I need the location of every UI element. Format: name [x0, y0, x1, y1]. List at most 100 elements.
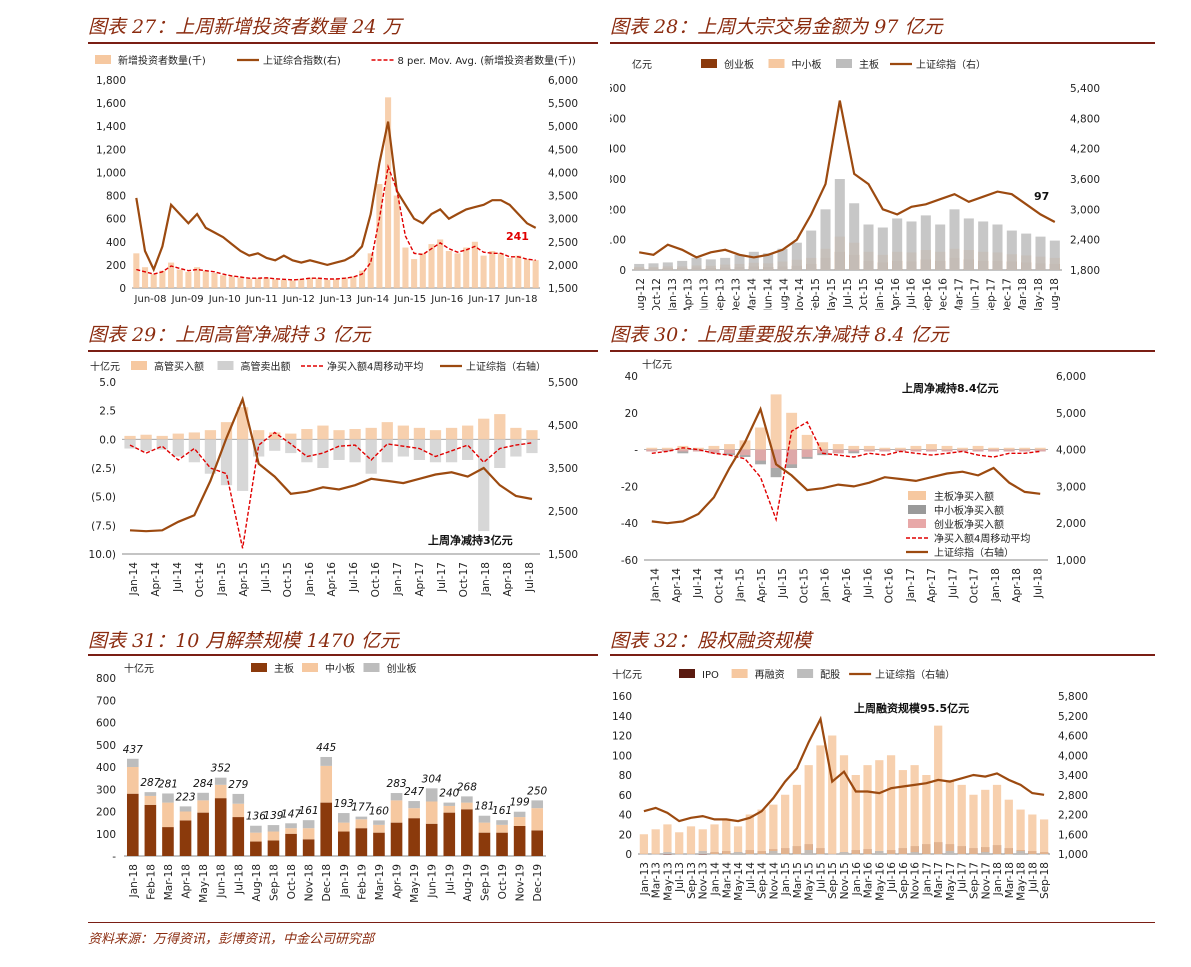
c30-x-tick-17: Apr-18	[1011, 568, 1023, 603]
c27-series-0-bar-24	[341, 277, 348, 288]
c30-series-2-bar-9	[786, 449, 798, 465]
c31-series-0-bar-4	[197, 812, 209, 856]
c31-unit-label: 十亿元	[124, 662, 154, 675]
c28-series-2-bar-0	[634, 263, 645, 270]
c31-total-label-3: 223	[176, 791, 196, 803]
c32-series-2-bar-33	[1028, 854, 1037, 855]
c30-legend-swatch-0	[908, 491, 926, 500]
c32-series-1-bar-19	[863, 765, 872, 854]
c31-yl-tick-7: 700	[96, 695, 116, 707]
c32-series-2-bar-11	[769, 851, 778, 854]
c31-series-0-bar-1	[144, 804, 157, 856]
c32-x-tick-29: Nov-17	[980, 862, 992, 899]
c31-total-label-16: 247	[404, 786, 424, 798]
c32-x-tick-33: Jul-18	[1027, 862, 1039, 893]
c27-yl-tick-7: 1,400	[96, 121, 126, 133]
c31-series-1-bar-7	[250, 832, 262, 842]
c29-x-tick-5: Apr-15	[238, 562, 250, 597]
c32-series-2-bar-26	[945, 851, 955, 854]
c31-x-tick-0: Jan-18	[128, 864, 140, 898]
c31-series-1-bar-23	[531, 808, 544, 831]
c31-total-label-19: 268	[457, 781, 477, 793]
c31-total-label-17: 304	[422, 773, 442, 785]
c28-x-tick-6: Dec-13	[731, 278, 743, 310]
c30-series-1-bar-13	[848, 449, 860, 454]
c31-x-tick-3: Apr-18	[181, 864, 193, 899]
c30-series-0-bar-12	[832, 444, 844, 450]
c30-x-tick-12: Jan-17	[905, 568, 917, 602]
c27-series-0-bar-6	[185, 271, 192, 288]
c32-legend-label-2: 配股	[820, 669, 840, 681]
c30-unit-label: 十亿元	[642, 358, 672, 371]
c30-x-tick-3: Oct-14	[713, 568, 725, 604]
c32-series-2-bar-13	[792, 854, 802, 855]
c31-x-tick-8: Sep-18	[268, 864, 280, 901]
c30-series-2-bar-11	[817, 449, 829, 454]
c29-series-0-bar-25	[526, 430, 538, 440]
c32-series-2-bar-23	[910, 852, 919, 854]
c32-series-1-bar-6	[710, 824, 719, 854]
c32-yl-tick-6: 120	[612, 731, 632, 743]
c31-x-tick-12: Jan-19	[339, 864, 351, 898]
c29-yr-tick-1: 2,500	[548, 506, 578, 518]
c31-x-tick-19: Aug-19	[462, 864, 474, 902]
c28-series-2-bar-3	[677, 260, 688, 270]
c32-x-tick-30: Jan-18	[992, 862, 1004, 896]
c27-series-0-bar-5	[176, 269, 183, 288]
c30-legend-label-0: 主板净买入额	[934, 490, 994, 503]
c30-series-2-bar-19	[941, 449, 953, 452]
c31-x-tick-2: Mar-18	[163, 864, 175, 900]
c32-x-tick-34: Sep-18	[1039, 862, 1051, 899]
c31-series-1-bar-9	[285, 828, 297, 834]
c28-series-2-bar-15	[849, 203, 860, 270]
c31-series-1-bar-4	[197, 800, 209, 813]
c32-series-2-bar-3	[675, 854, 684, 855]
c27-yr-tick-6: 4,500	[548, 144, 578, 156]
c31-legend-label-2: 创业板	[387, 662, 417, 675]
c32-x-tick-12: Jan-15	[780, 862, 792, 896]
c29-series-0-bar-22	[478, 418, 490, 440]
c31-series-0-bar-12	[337, 831, 350, 856]
c28-yr-tick-2: 3,000	[1070, 204, 1100, 216]
c27-yl-tick-3: 600	[106, 214, 126, 226]
c30-yl-tick-5: 40	[625, 371, 638, 383]
c27-yr-tick-3: 3,000	[548, 214, 578, 226]
c32-x-tick-26: May-17	[945, 862, 957, 901]
c32-yr-tick-8: 5,800	[1058, 691, 1088, 703]
c29-series-0-bar-8	[253, 430, 265, 440]
c29-yl-tick-3: (2.5)	[91, 463, 116, 475]
c29-x-tick-17: Apr-18	[502, 562, 514, 597]
c28-yl-tick-2: 200	[610, 204, 626, 216]
c32-series-1-bar-31	[1004, 799, 1013, 854]
c31-series-2-bar-14	[373, 820, 385, 825]
c31-legend-swatch-0	[251, 663, 267, 672]
c27-yl-tick-4: 800	[106, 191, 126, 203]
c32-series-2-bar-31	[1004, 854, 1013, 855]
c30-series-4-line	[651, 405, 1041, 525]
c30-series-0-bar-5	[724, 444, 735, 450]
c31-series-1-bar-1	[144, 795, 157, 805]
c32-series-2-bar-20	[875, 851, 884, 854]
c28-legend-swatch-1	[768, 59, 785, 68]
c29-series-0-bar-7	[236, 407, 249, 440]
c31-total-label-10: 161	[299, 805, 319, 817]
c30-series-1-bar-2	[677, 449, 689, 454]
c28-yl-tick-0: 0	[619, 265, 626, 277]
c27-yl-tick-5: 1,000	[96, 167, 126, 179]
c32-series-2-bar-14	[804, 850, 813, 854]
c30-series-2-bar-18	[926, 449, 937, 452]
c27-series-0-bar-7	[194, 267, 201, 288]
c31-series-2-bar-12	[337, 813, 350, 823]
panel-chart-31: 图表 31：10 月解禁规模 1470 亿元 十亿元 主板 中小板 创业板 - 100 20…	[88, 626, 598, 918]
c29-series-1-bar-6	[220, 439, 233, 486]
c27-series-0-bar-25	[350, 276, 357, 288]
c32-yr-tick-0: 1,000	[1058, 849, 1088, 861]
c32-x-tick-7: Mar-14	[721, 862, 733, 899]
c30-x-tick-0: Jan-14	[650, 568, 662, 603]
c31-series-2-bar-23	[531, 800, 544, 809]
c31-series-2-bar-1	[144, 792, 157, 796]
c29-x-tick-7: Oct-15	[282, 562, 294, 597]
c29-legend-label-1: 高管卖出额	[241, 360, 291, 373]
c30-yr-tick-3: 4,000	[1056, 445, 1086, 457]
c32-yl-tick-5: 100	[612, 750, 632, 762]
